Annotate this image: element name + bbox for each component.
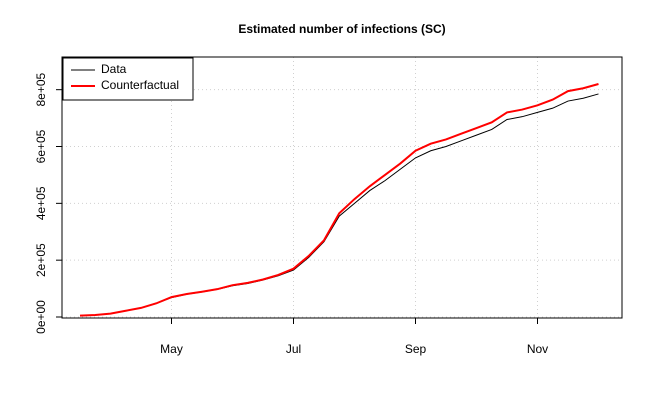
series-line (79, 83, 599, 317)
legend-label: Counterfactual (101, 78, 179, 92)
x-tick-label: Nov (527, 342, 548, 356)
legend-label: Data (101, 62, 127, 76)
y-tick-label: 6e+05 (34, 129, 48, 163)
y-tick-label: 2e+05 (34, 243, 48, 277)
legend-box (62, 57, 194, 101)
y-tick-label: 4e+05 (34, 186, 48, 220)
x-tick-label: May (160, 342, 183, 356)
x-tick-label: Sep (405, 342, 427, 356)
y-tick-label: 0e+00 (34, 300, 48, 334)
series-line (79, 93, 599, 317)
chart-title: Estimated number of infections (SC) (238, 22, 445, 36)
plot-frame (61, 56, 623, 319)
x-tick-label: Jul (286, 342, 301, 356)
y-tick-label: 8e+05 (34, 73, 48, 107)
